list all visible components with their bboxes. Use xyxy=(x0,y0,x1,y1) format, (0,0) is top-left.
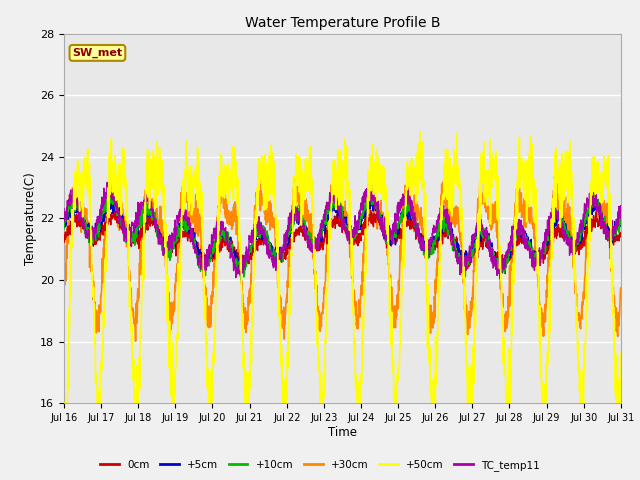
Text: SW_met: SW_met xyxy=(72,48,122,58)
Y-axis label: Temperature(C): Temperature(C) xyxy=(24,172,37,265)
Title: Water Temperature Profile B: Water Temperature Profile B xyxy=(244,16,440,30)
X-axis label: Time: Time xyxy=(328,426,357,439)
Legend: 0cm, +5cm, +10cm, +30cm, +50cm, TC_temp11: 0cm, +5cm, +10cm, +30cm, +50cm, TC_temp1… xyxy=(96,456,544,475)
